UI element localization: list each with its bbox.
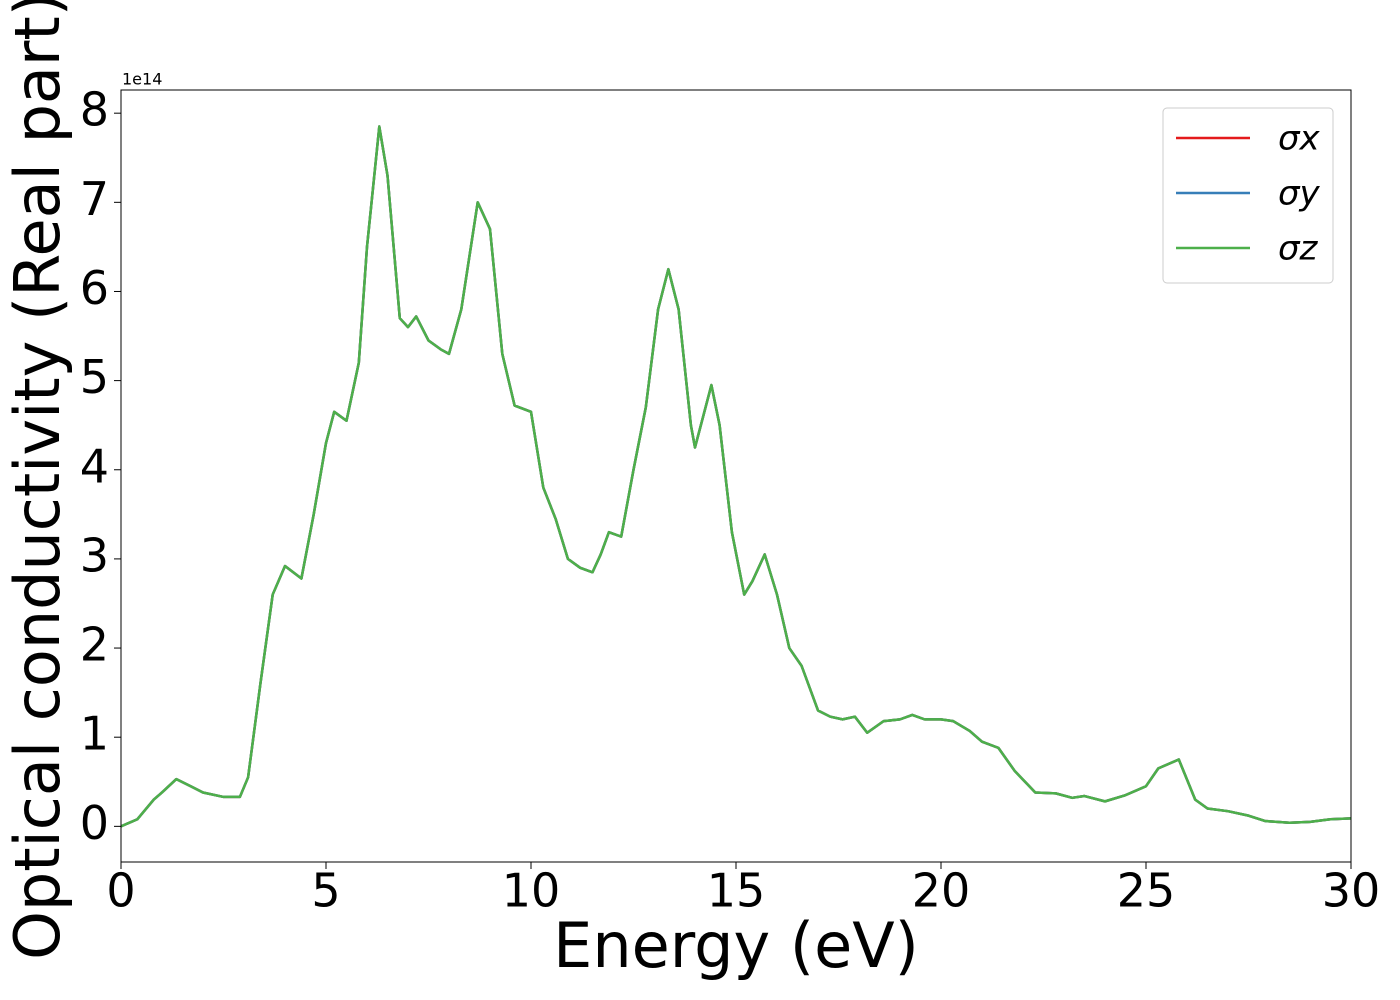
x-tick-label: 5	[311, 864, 340, 918]
legend-label: σx	[1278, 119, 1321, 159]
y-offset-label: 1e14	[122, 70, 162, 89]
legend-label: σy	[1278, 174, 1321, 214]
x-axis-label: Energy (eV)	[553, 909, 919, 982]
series-line	[120, 125, 1352, 828]
x-tick-label: 0	[106, 864, 135, 918]
y-tick-label: 1	[80, 707, 109, 761]
x-tick-label: 20	[912, 864, 971, 918]
y-tick-label: 0	[80, 796, 109, 850]
y-tick-label: 4	[80, 439, 109, 493]
x-tick-label: 30	[1322, 864, 1381, 918]
y-tick-label: 8	[80, 83, 109, 137]
x-tick-label: 10	[502, 864, 561, 918]
x-tick-label: 25	[1117, 864, 1176, 918]
y-tick-label: 5	[80, 350, 109, 404]
legend-label: σz	[1278, 229, 1319, 269]
y-axis-label: Optical conductivity (Real part)	[1, 0, 74, 960]
y-tick-label: 3	[80, 528, 109, 582]
y-tick-label: 2	[80, 618, 109, 672]
plot-frame	[120, 89, 1352, 863]
y-tick-label: 7	[80, 172, 109, 226]
y-tick-label: 6	[80, 261, 109, 315]
x-tick-label: 15	[707, 864, 766, 918]
legend-box	[1162, 107, 1334, 284]
